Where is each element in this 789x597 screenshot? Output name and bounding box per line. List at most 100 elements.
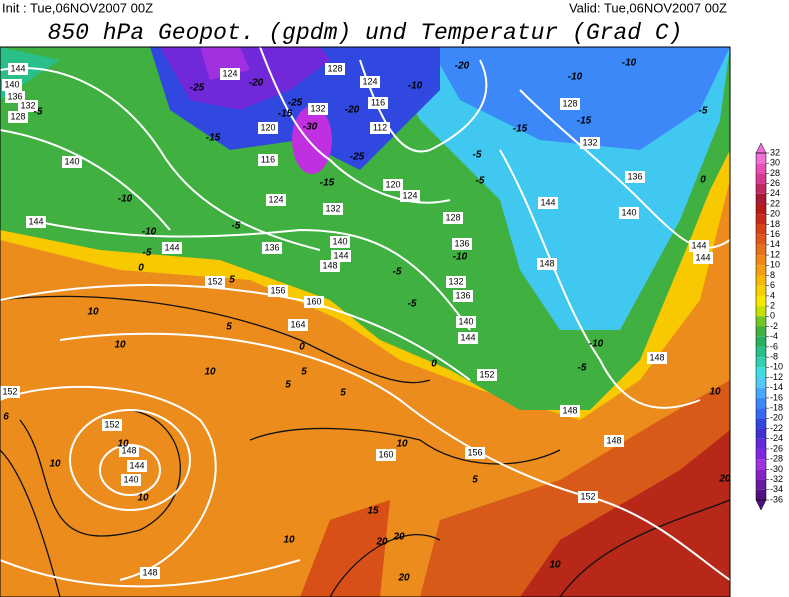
colorbar-segment [756, 367, 766, 378]
field-warm-2 [300, 500, 390, 597]
geopotential-label-box [453, 290, 473, 302]
colorbar-segment [756, 275, 766, 286]
geopotential-label: 136 [455, 290, 470, 300]
colorbar-tick-label: -22 [770, 423, 783, 433]
colorbar-arrow-bottom [755, 499, 767, 511]
temperature-label: 10 [396, 439, 408, 450]
geopotential-label: 140 [458, 316, 473, 326]
colorbar-segment [756, 377, 766, 388]
geopotential-label: 148 [562, 405, 577, 415]
temperature-label: -10 [453, 252, 468, 263]
temperature-label: 0 [700, 175, 706, 186]
temperature-label: 10 [709, 387, 721, 398]
geopotential-label-box [102, 419, 122, 431]
geopotential-label-box [8, 63, 28, 75]
geopotential-label-box [140, 567, 160, 579]
geopotential-label-box [205, 276, 225, 288]
geopotential-label: 148 [121, 445, 136, 455]
geopotential-label-box [308, 103, 328, 115]
geopotential-label-box [18, 100, 38, 112]
geopotential-label-box [456, 316, 476, 328]
geopotential-label-box [446, 276, 466, 288]
geopotential-label: 124 [362, 76, 377, 86]
temperature-label: 20 [397, 573, 410, 584]
geopotential-label-box [538, 197, 558, 209]
colorbar-tick-label: 22 [770, 198, 780, 208]
temperature-label: -20 [249, 78, 264, 89]
colorbar-tick-label: 26 [770, 178, 780, 188]
geopotential-label-box [288, 319, 308, 331]
geopotential-label-box [268, 285, 288, 297]
geopotential-label: 148 [649, 352, 664, 362]
geopotential-label-box [458, 332, 478, 344]
colorbar-tick-label: -34 [770, 484, 783, 494]
temperature-label: 0 [299, 342, 305, 353]
geopotential-label-box [62, 156, 82, 168]
geopotential-label-box [320, 260, 340, 272]
colorbar-tick-label: 4 [770, 290, 775, 300]
geopotential-label-box [262, 242, 282, 254]
map-frame [0, 46, 731, 597]
temperature-label: -5 [476, 176, 485, 187]
geopotential-label: 132 [325, 203, 340, 213]
geopotential-label-box [121, 474, 141, 486]
temperature-label: 5 [301, 367, 307, 378]
colorbar-segment [756, 397, 766, 409]
geopotential-label-box [220, 68, 240, 80]
geopotential-label-box [8, 111, 28, 123]
geopotential-label-box [258, 154, 278, 166]
temperature-label: -15 [320, 178, 335, 189]
geopotential-label: 132 [582, 137, 597, 147]
geopotential-label: 128 [327, 63, 342, 73]
colorbar-arrow-top [755, 142, 767, 154]
geopotential-label-box [619, 207, 639, 219]
temperature-label: 5 [226, 322, 232, 333]
colorbar-tick-label: -32 [770, 474, 783, 484]
temperature-label: 20 [392, 532, 405, 543]
geopotential-label-box [258, 122, 278, 134]
geopotential-label-box [376, 449, 396, 461]
colorbar-segment [756, 265, 766, 276]
colorbar-tick-label: 20 [770, 209, 780, 219]
colorbar-segment [756, 418, 766, 429]
colorbar-tick-label: -28 [770, 454, 783, 464]
geopotential-label: 136 [7, 91, 22, 101]
temperature-label: -25 [288, 98, 303, 109]
geopotential-label: 152 [207, 276, 222, 286]
colorbar-segment [756, 193, 766, 205]
temperature-label: 20 [375, 537, 388, 548]
geopotential-label: 120 [260, 122, 275, 132]
geopotential-label-box [330, 236, 350, 248]
geopotential-label: 140 [123, 474, 138, 484]
colorbar-segment [756, 336, 766, 347]
geopotential-label: 160 [306, 296, 321, 306]
colorbar-segment [756, 295, 766, 307]
colorbar-segment [756, 224, 766, 235]
geopotential-label: 148 [606, 435, 621, 445]
geopotential-label: 136 [627, 171, 642, 181]
colorbar-tick-label: 8 [770, 270, 775, 280]
colorbar-tick-label: 6 [770, 280, 775, 290]
init-time: Init : Tue,06NOV2007 00Z [2, 0, 153, 15]
temperature-label: -10 [589, 339, 604, 350]
colorbar-segment [756, 489, 766, 500]
temperature-label: -5 [473, 150, 482, 161]
temperature-label: -10 [408, 81, 423, 92]
temperature-label: -20 [345, 105, 360, 116]
geopotential-label: 128 [562, 98, 577, 108]
temperature-label: 10 [137, 493, 149, 504]
colorbar-tick-label: -20 [770, 413, 783, 423]
colorbar-segment [756, 316, 766, 327]
geopotential-label-box [580, 137, 600, 149]
geopotential-label: 116 [261, 154, 275, 164]
colorbar-tick-label: 30 [770, 158, 780, 168]
colorbar-tick-label: 24 [770, 188, 780, 198]
colorbar-tick-label: -12 [770, 372, 783, 382]
colorbar-segment [756, 448, 766, 460]
colorbar-segment [756, 183, 766, 194]
geopotential-label: 144 [695, 252, 710, 262]
geopotential-label: 144 [333, 250, 348, 260]
colorbar-tick-label: 18 [770, 219, 780, 229]
colorbar-tick-label: 28 [770, 168, 780, 178]
